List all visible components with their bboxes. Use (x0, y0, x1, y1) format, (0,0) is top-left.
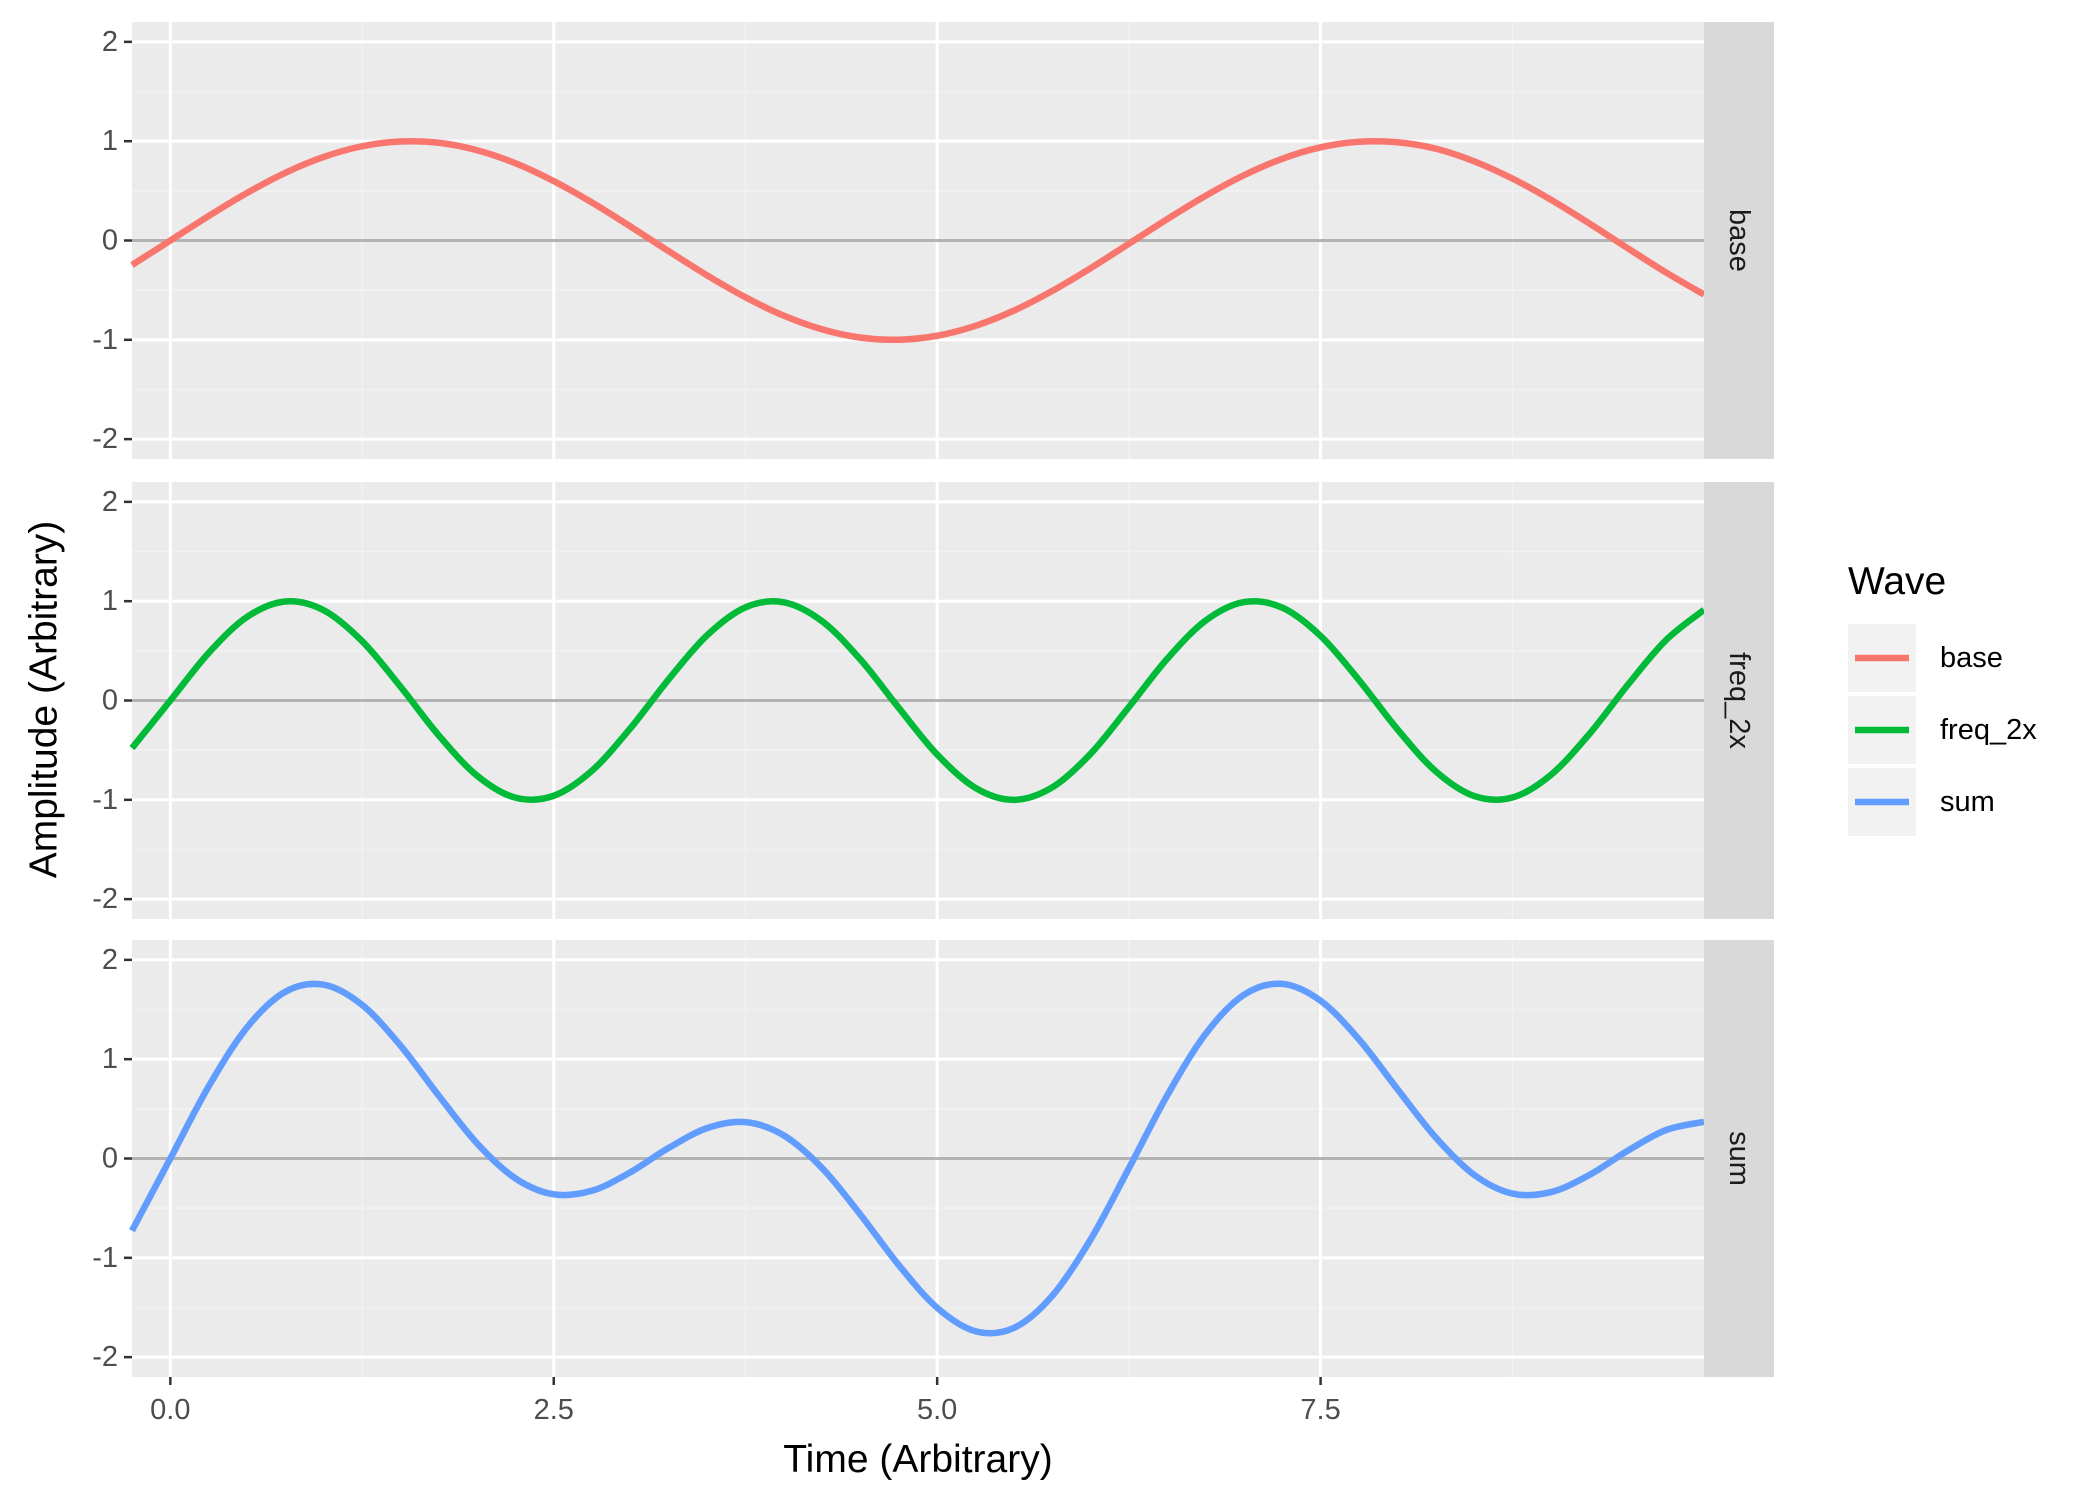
x-tick-label: 2.5 (534, 1394, 574, 1426)
y-tick-label: 2 (102, 486, 118, 518)
facet-strip-label: sum (1723, 1131, 1755, 1186)
y-tick-label: 0 (102, 685, 118, 717)
facet-panel-base: base -2 -1 0 1 2 (92, 22, 1774, 459)
y-axis-title: Amplitude (Arbitrary) (23, 521, 66, 879)
y-tick-label: -2 (92, 883, 118, 915)
facet-strip (1704, 482, 1774, 919)
x-tick-label: 5.0 (917, 1394, 957, 1426)
facet-panels: base -2 -1 0 1 2 freq_2x -2 -1 0 1 2 sum -2 -1 0 1 2 (92, 22, 1774, 1377)
y-tick-label: -2 (92, 423, 118, 455)
y-tick-label: -2 (92, 1341, 118, 1373)
facet-strip (1704, 940, 1774, 1377)
y-tick-label: 1 (102, 585, 118, 617)
facet-strip (1704, 22, 1774, 459)
y-tick-label: -1 (92, 1242, 118, 1274)
y-tick-label: -1 (92, 324, 118, 356)
y-tick-label: 1 (102, 125, 118, 157)
series-line-sum (129, 980, 1705, 1337)
series-line-freq_2x (129, 597, 1707, 804)
facet-strip-label: freq_2x (1723, 652, 1755, 749)
y-tick-label: -1 (92, 784, 118, 816)
facet-panel-freq_2x: freq_2x -2 -1 0 1 2 (92, 482, 1774, 919)
y-tick-label: 1 (102, 1043, 118, 1075)
y-tick-label: 2 (102, 26, 118, 58)
legend-title: Wave (1848, 560, 1946, 603)
series-line-base (130, 137, 1706, 344)
legend-label: base (1940, 642, 2003, 674)
y-tick-label: 0 (102, 1143, 118, 1175)
y-tick-label: 2 (102, 944, 118, 976)
x-tick-label: 7.5 (1300, 1394, 1340, 1426)
legend-label: sum (1940, 786, 1995, 818)
facet-strip-label: base (1723, 209, 1755, 272)
legend-label: freq_2x (1940, 714, 2037, 746)
x-axis: 0.0 2.5 5.0 7.5 (150, 1377, 1341, 1426)
y-tick-label: 0 (102, 225, 118, 257)
x-tick-label: 0.0 (150, 1394, 190, 1426)
x-axis-title: Time (Arbitrary) (783, 1438, 1052, 1481)
facet-panel-sum: sum -2 -1 0 1 2 (92, 940, 1774, 1377)
